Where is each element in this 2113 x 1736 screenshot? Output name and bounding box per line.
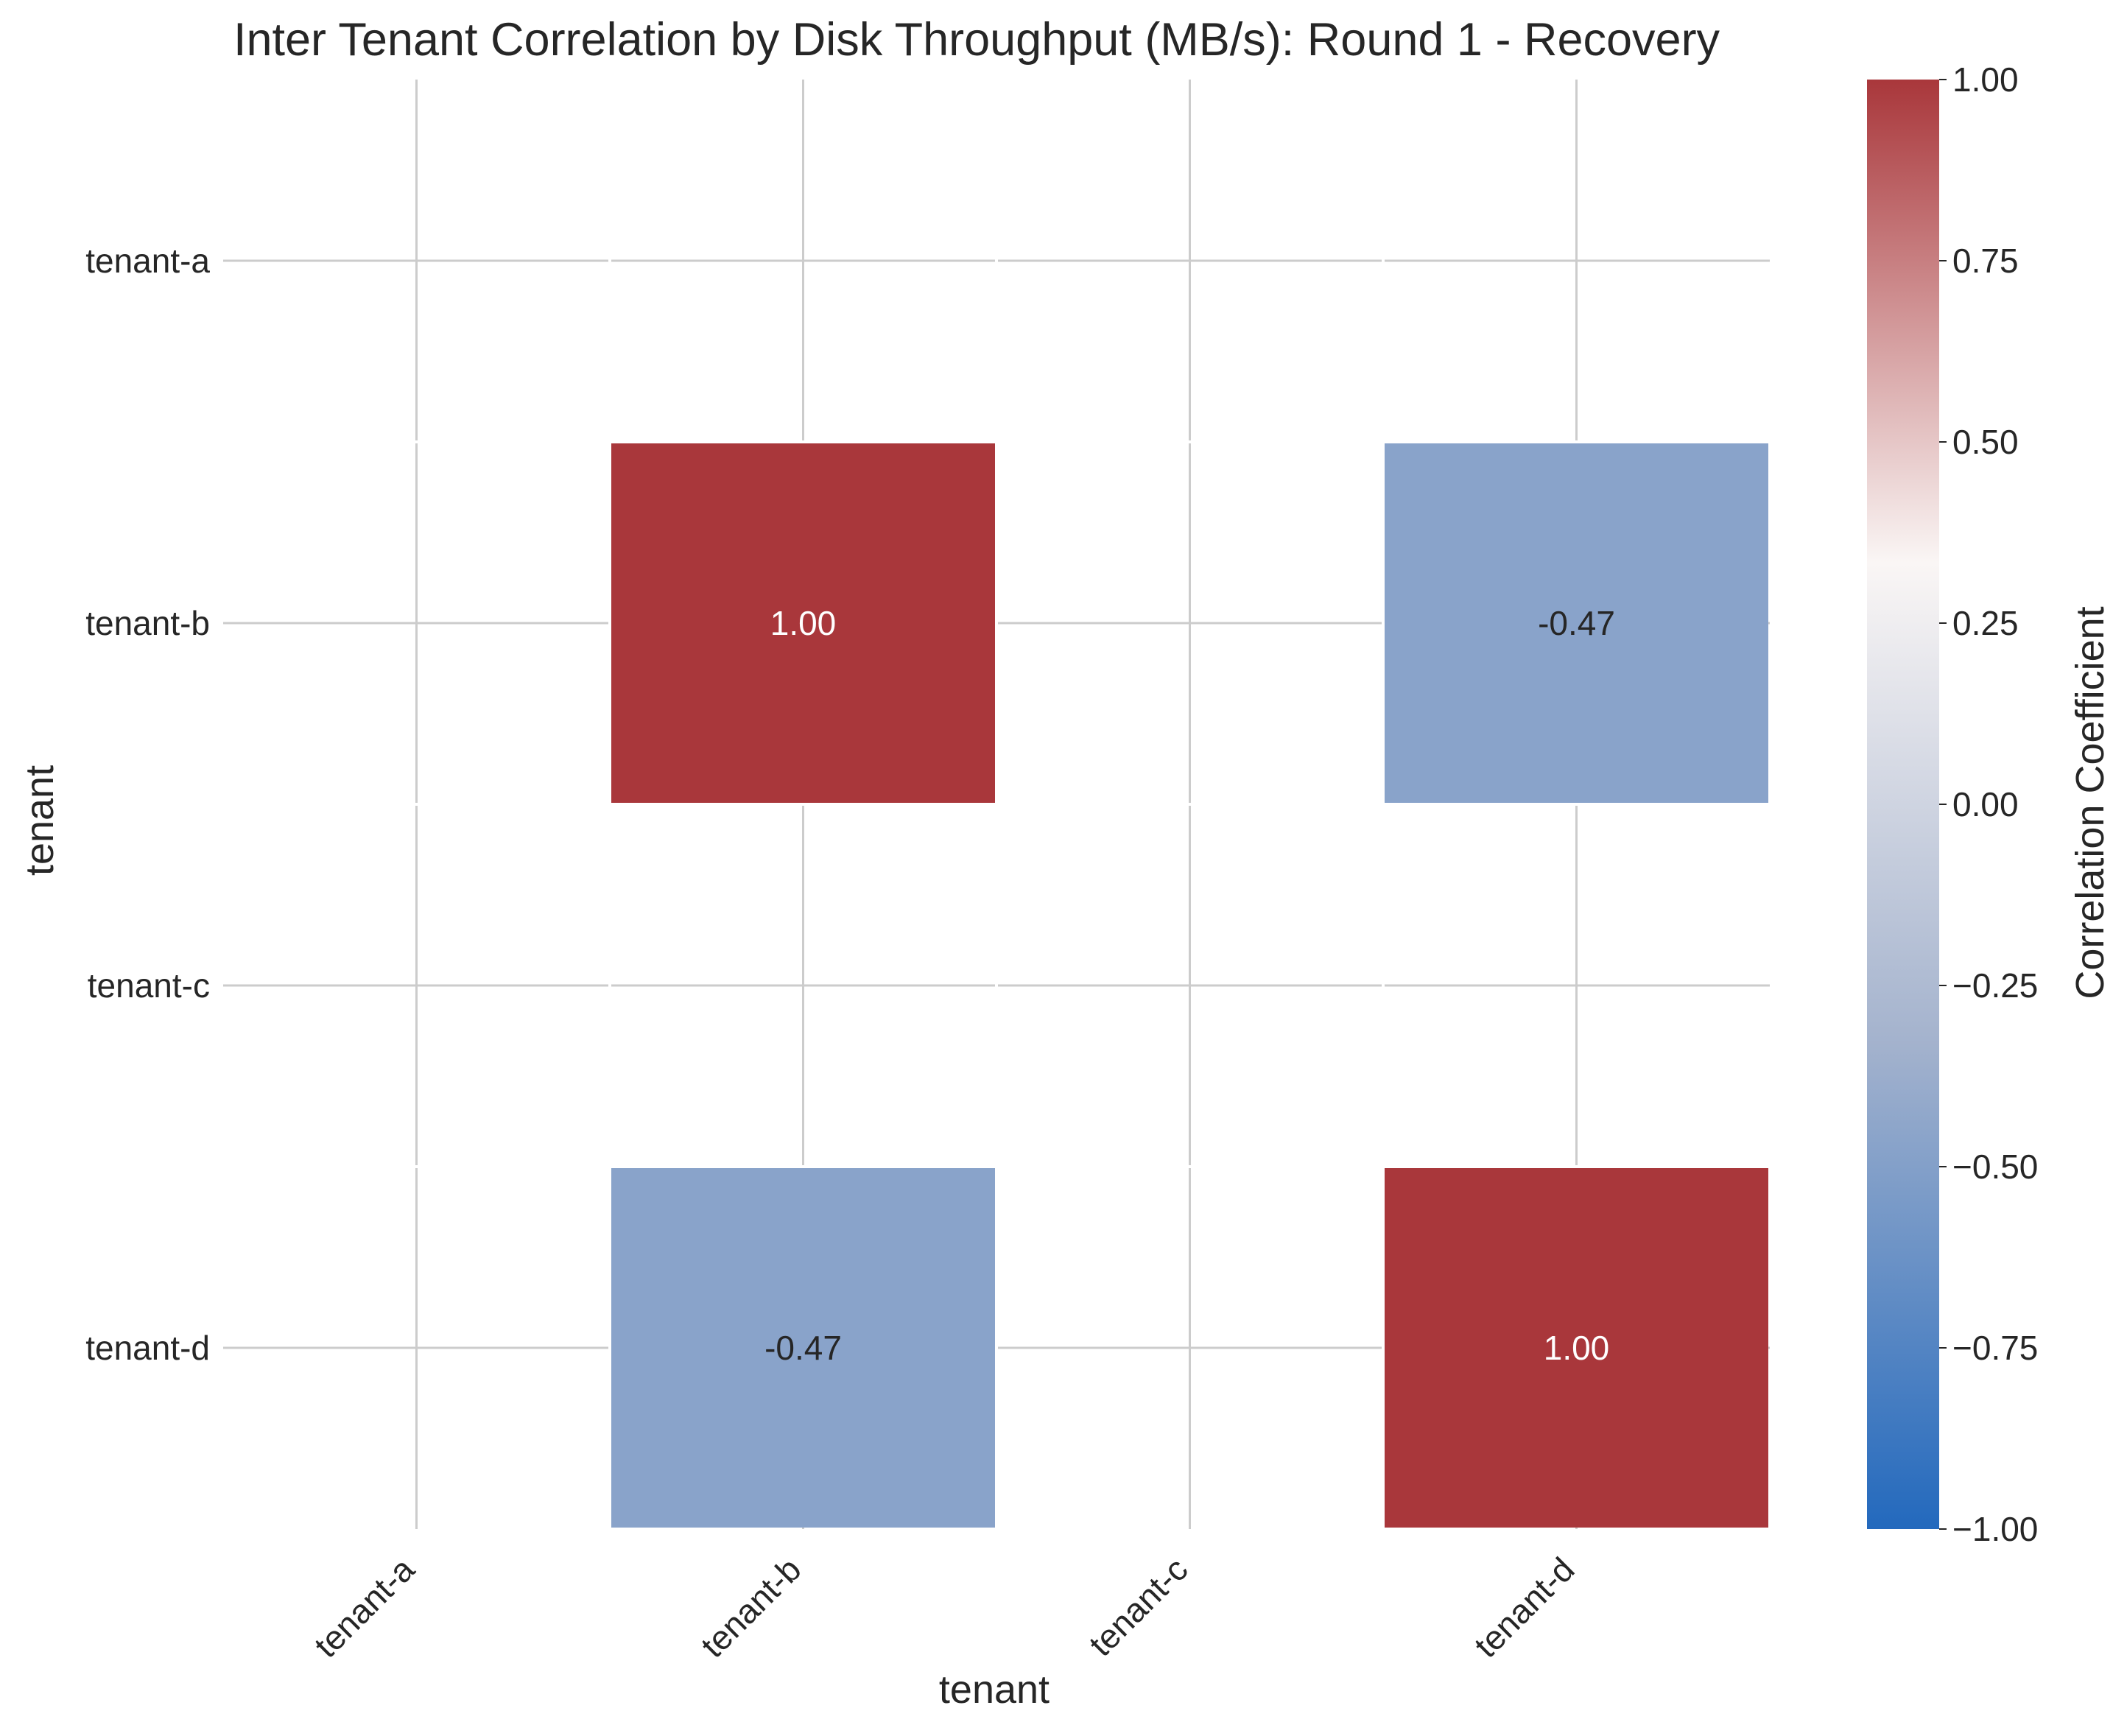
chart-title: Inter Tenant Correlation by Disk Through… bbox=[233, 14, 1720, 66]
colorbar-tick-label: 0.75 bbox=[1952, 242, 2019, 280]
colorbar-title: Correlation Coefficient bbox=[2068, 606, 2112, 999]
heatmap-cell bbox=[611, 443, 995, 803]
x-tick-label: tenant-b bbox=[693, 1550, 808, 1665]
colorbar-tick-label: 1.00 bbox=[1952, 60, 2019, 99]
x-tick-label: tenant-d bbox=[1466, 1550, 1581, 1665]
cell-value-label: -0.47 bbox=[1538, 604, 1615, 642]
y-tick-label: tenant-c bbox=[88, 966, 210, 1005]
y-axis-title: tenant bbox=[18, 765, 62, 876]
colorbar-tick-label: −0.50 bbox=[1952, 1148, 2038, 1186]
colorbar-tick-label: 0.25 bbox=[1952, 604, 2019, 642]
colorbar-tick-label: −0.75 bbox=[1952, 1329, 2038, 1367]
heatmap-cell bbox=[1385, 443, 1768, 803]
colorbar-tick-label: −0.25 bbox=[1952, 966, 2038, 1005]
colorbar-tick-label: 0.50 bbox=[1952, 423, 2019, 461]
x-tick-label: tenant-a bbox=[306, 1550, 421, 1665]
colorbar-tick-label: 0.00 bbox=[1952, 785, 2019, 823]
heatmap-cell bbox=[611, 1168, 995, 1528]
y-tick-label: tenant-a bbox=[85, 242, 210, 280]
colorbar-tick-label: −1.00 bbox=[1952, 1510, 2038, 1548]
y-tick-label: tenant-d bbox=[85, 1329, 210, 1367]
cell-value-label: 1.00 bbox=[1544, 1329, 1610, 1367]
cell-value-label: -0.47 bbox=[764, 1329, 842, 1367]
heatmap-cell bbox=[1385, 1168, 1768, 1528]
y-tick-label: tenant-b bbox=[85, 604, 210, 642]
colorbar bbox=[1867, 80, 1939, 1529]
cell-value-label: 1.00 bbox=[770, 604, 837, 642]
x-axis-title: tenant bbox=[939, 1668, 1050, 1712]
x-tick-label: tenant-c bbox=[1081, 1550, 1195, 1663]
